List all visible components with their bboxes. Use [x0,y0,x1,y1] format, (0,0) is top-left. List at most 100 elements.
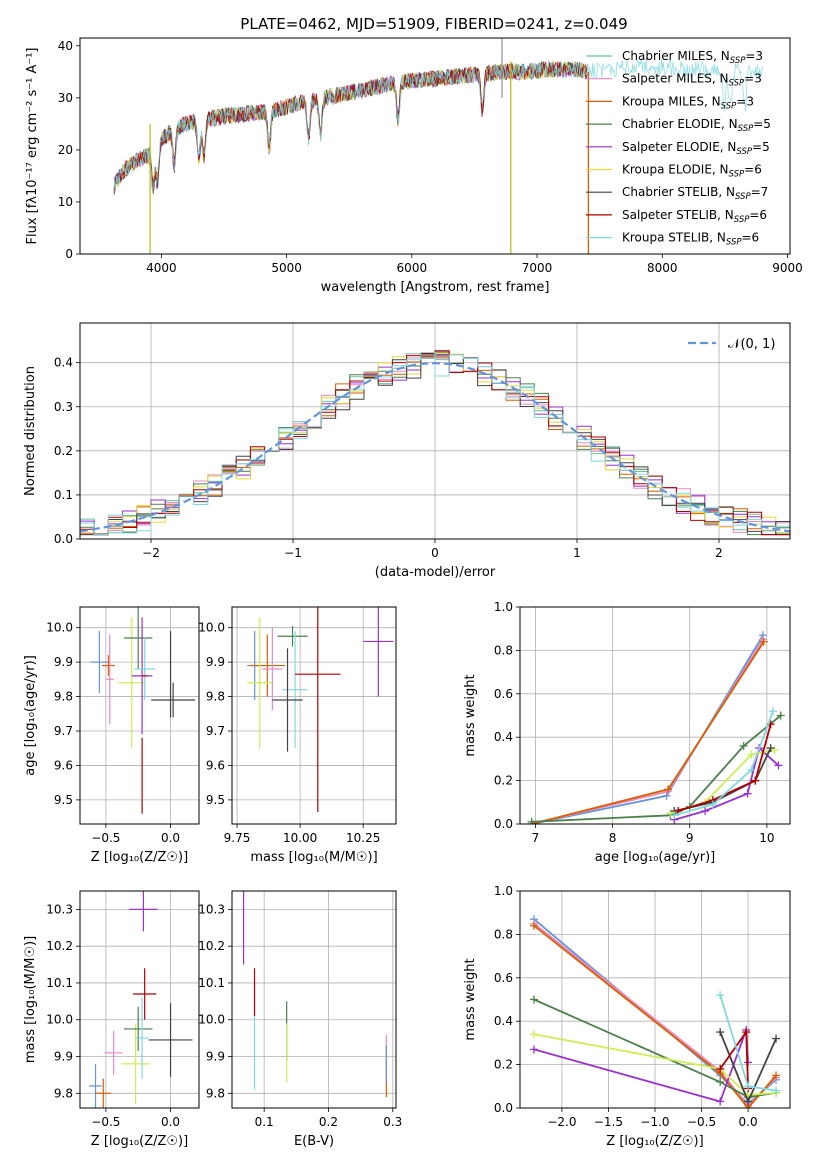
y-tick-label: 9.6 [54,758,73,772]
histogram-step [80,352,790,536]
series-line [533,998,777,1099]
data-point [272,648,303,752]
axes-frame [231,890,397,1109]
legend-name: Chabrier ELODIE, N [622,117,738,131]
series-marker [744,1082,753,1091]
y-tick-label: 9.9 [54,1050,73,1064]
series-line [533,924,777,1108]
y-tick-label: 0.0 [54,532,73,546]
data-point [148,1003,193,1077]
x-tick-label: 10 [759,831,774,845]
data-point [89,1063,102,1108]
legend-entry: Salpeter STELIB, NSSP=6 [622,208,767,225]
data-point [101,655,115,676]
figure-title: PLATE=0462, MJD=51909, FIBERID=0241, z=0… [240,15,627,33]
axes-frame [79,322,791,540]
series-marker [747,765,756,774]
histogram-step [80,351,790,536]
legend-eq: =3 [745,49,763,63]
y-tick-label: 9.9 [54,655,73,669]
data-point [247,617,273,749]
legend-name: Salpeter MILES, N [622,72,729,86]
series-marker [747,750,756,759]
series-marker [769,707,778,716]
axes-frame [231,606,397,825]
series-marker [529,995,538,1004]
y-tick-label: 40 [58,39,73,53]
x-axis-label: E(B-V) [294,1134,334,1149]
residual-plot-area [80,350,790,536]
series-marker [701,806,710,815]
series-line [531,714,782,823]
data-point [123,607,153,669]
spectrum-plot-area [113,38,763,254]
x-tick-label: 0.3 [383,1115,402,1129]
series-marker [670,811,679,820]
legend-entry: Kroupa MILES, NSSP=3 [622,94,754,111]
legend-entry: Kroupa STELIB, NSSP=6 [622,231,759,248]
x-axis-label: Z [log₁₀(Z/Z☉)] [91,850,188,865]
line-area [527,631,785,824]
data-point [295,607,341,812]
legend-sub: SSP [729,79,745,89]
data-point [133,968,157,1020]
series-marker [759,637,768,646]
x-tick-label: 0.0 [739,1115,758,1129]
y-tick-label: 10.1 [198,976,225,990]
legend-name: Kroupa MILES, N [622,94,721,108]
y-tick-label: 0.0 [494,817,513,831]
x-tick-label: −0.5 [91,831,120,845]
panel-spectrum: 4000 5000 6000 7000 8000 9000 0 10 20 30 40 wavelen… [25,37,803,295]
y-tick-label: 9.9 [206,655,225,669]
legend-eq: =7 [751,185,769,199]
series-marker [743,789,752,798]
errorbar-area [247,607,394,812]
series-marker [766,744,775,753]
y-tick-label: 1.0 [494,884,513,898]
y-tick-label: 0.6 [494,971,513,985]
y-tick-label: 9.5 [206,793,225,807]
legend-name: Chabrier MILES, N [622,49,730,63]
y-tick-label: 10.3 [198,902,225,916]
series-marker [772,1086,781,1095]
y-tick-label: 9.7 [54,724,73,738]
x-tick-label: −0.5 [687,1115,716,1129]
y-tick-label: 9.7 [206,724,225,738]
x-tick-label: −1 [284,546,302,560]
series-line [531,639,764,824]
legend-entry: Kroupa ELODIE, NSSP=6 [622,163,762,180]
series-marker [708,800,717,809]
axes-frame [519,606,791,825]
y-axis-label: age [log₁₀(age/yr)] [23,655,38,776]
legend-name: Salpeter ELODIE, N [622,140,736,154]
series-marker [527,817,536,824]
legend-eq: =5 [752,140,770,154]
x-axis-label: age [log₁₀(age/yr)] [595,850,716,865]
y-tick-label: 10.2 [46,939,73,953]
y-tick-label: 30 [58,91,73,105]
panel-mass_weight_vs_z: −2.0 −1.5 −1.0 −0.5 0.0 0.0 0.2 0.4 0.6 0.8 1.0 Z [… [463,884,791,1149]
legend-sub: SSP [736,147,752,157]
axes-frame [79,37,791,255]
series-marker [774,761,783,770]
data-point [282,631,308,749]
spectrum-line [113,60,588,195]
errorbar-area [242,891,387,1097]
y-tick-label: 0.4 [54,356,73,370]
panel-mass_vs_z: −0.5 0.0 9.8 9.9 10.0 10.1 10.2 10.3 Z [log₁₀(Z/… [23,890,200,1149]
panel-age_vs_z: −0.5 0.0 9.5 9.6 9.7 9.8 9.9 10.0 Z [log₁₀(Z/Z☉)… [23,606,200,865]
x-axis-label: Z [log₁₀(Z/Z☉)] [606,1134,703,1149]
y-tick-label: 0.2 [494,774,513,788]
y-tick-label: 10.3 [46,902,73,916]
y-tick-label: 0.4 [494,730,513,744]
legend-entry: Chabrier ELODIE, NSSP=5 [622,117,771,134]
legend-sub: SSP [721,101,737,111]
panel-mass_vs_ebv: 0.1 0.2 0.3 9.8 9.9 10.0 10.1 10.2 10.3 E(B-V) [198,890,402,1149]
y-tick-label: 10.0 [46,1013,73,1027]
y-tick-label: 9.8 [54,1086,73,1100]
x-tick-label: −2.0 [547,1115,576,1129]
series-marker [772,1034,781,1043]
series-marker [742,1028,751,1037]
y-tick-label: 0.0 [494,1101,513,1115]
